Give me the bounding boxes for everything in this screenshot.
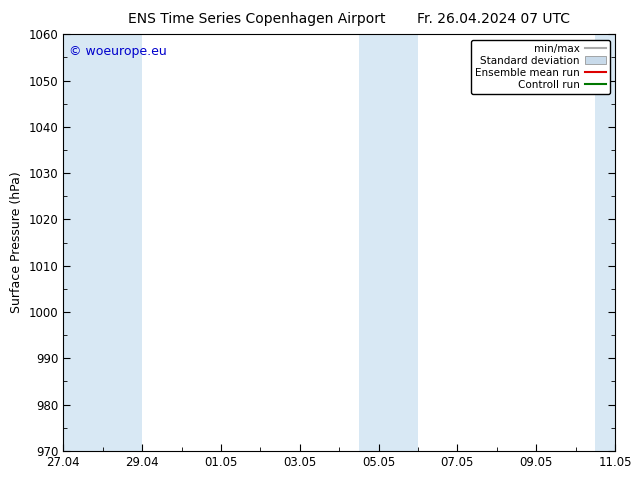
Text: ENS Time Series Copenhagen Airport: ENS Time Series Copenhagen Airport bbox=[127, 12, 385, 26]
Bar bbox=[63, 34, 142, 451]
Legend: min/max, Standard deviation, Ensemble mean run, Controll run: min/max, Standard deviation, Ensemble me… bbox=[470, 40, 610, 94]
Bar bbox=[359, 34, 418, 451]
Y-axis label: Surface Pressure (hPa): Surface Pressure (hPa) bbox=[10, 172, 23, 314]
Bar bbox=[595, 34, 615, 451]
Text: © woeurope.eu: © woeurope.eu bbox=[69, 45, 167, 58]
Text: Fr. 26.04.2024 07 UTC: Fr. 26.04.2024 07 UTC bbox=[417, 12, 570, 26]
